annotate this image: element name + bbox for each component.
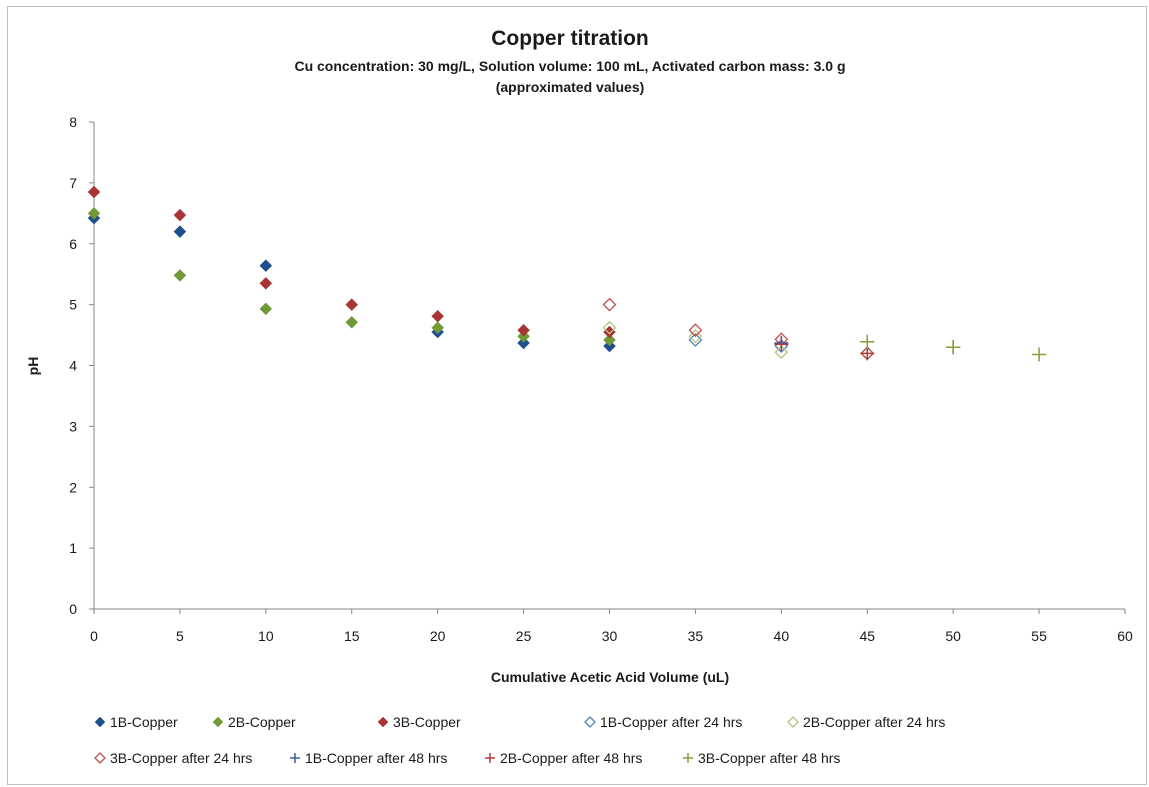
data-point: [602, 320, 617, 335]
x-tick-label: 30: [602, 628, 618, 644]
data-point: [345, 315, 359, 329]
data-point: [259, 302, 273, 316]
legend: 1B-Copper 2B-Copper 3B-Copper 1B-Copper aft…: [94, 714, 945, 766]
data-point: [431, 309, 445, 323]
legend-label: 3B-Copper: [393, 714, 461, 730]
y-tick-label: 5: [69, 297, 77, 313]
x-tick-label: 60: [1117, 628, 1133, 644]
data-point: [259, 276, 273, 290]
x-tick-label: 25: [516, 628, 532, 644]
data-point: [688, 323, 703, 338]
x-tick-label: 50: [945, 628, 961, 644]
data-point: [603, 325, 616, 339]
y-tick-label: 3: [69, 418, 77, 434]
chart-subtitle-line-1: Cu concentration: 30 mg/L, Solution volu…: [294, 58, 845, 74]
x-tick-label: 20: [430, 628, 446, 644]
x-tick-label: 55: [1031, 628, 1047, 644]
legend-marker: [485, 753, 495, 763]
y-tick-label: 2: [69, 479, 77, 495]
y-tick-label: 7: [69, 175, 77, 191]
y-tick-label: 1: [69, 540, 77, 556]
chart-frame: [7, 6, 1147, 785]
legend-label: 3B-Copper after 48 hrs: [698, 750, 840, 766]
data-point: [173, 208, 187, 222]
legend-marker: [290, 753, 300, 763]
legend-marker: [94, 752, 106, 764]
chart-title: Copper titration: [491, 27, 649, 50]
legend-label: 2B-Copper after 48 hrs: [500, 750, 642, 766]
data-point: [345, 298, 359, 311]
x-axis-label: Cumulative Acetic Acid Volume (uL): [491, 669, 729, 685]
data-points: [87, 185, 1047, 362]
data-point: [259, 259, 273, 273]
y-tick-label: 4: [69, 358, 77, 374]
legend-marker: [94, 716, 106, 728]
legend-marker: [212, 716, 224, 728]
x-tick-label: 45: [859, 628, 875, 644]
x-tick-label: 15: [344, 628, 360, 644]
data-point: [774, 337, 789, 352]
legend-label: 2B-Copper after 24 hrs: [803, 714, 945, 730]
x-tick-label: 40: [774, 628, 790, 644]
data-point: [517, 323, 530, 337]
data-point: [173, 225, 187, 238]
data-point: [173, 269, 187, 282]
data-point: [87, 185, 101, 199]
chart-subtitle-line-2: (approximated values): [496, 79, 645, 95]
data-point: [860, 334, 875, 349]
data-point: [602, 297, 617, 312]
data-point: [87, 206, 101, 220]
x-ticks: 0 5 10 15 20 25 30 35 40 45 50 55 60: [90, 609, 1133, 644]
legend-label: 1B-Copper after 24 hrs: [600, 714, 742, 730]
y-axis-label: pH: [25, 357, 41, 376]
x-tick-label: 0: [90, 628, 98, 644]
x-tick-label: 5: [176, 628, 184, 644]
data-point: [946, 340, 961, 355]
legend-marker: [377, 716, 389, 728]
x-tick-label: 10: [258, 628, 274, 644]
legend-label: 3B-Copper after 24 hrs: [110, 750, 252, 766]
y-tick-label: 8: [69, 114, 77, 130]
legend-label: 1B-Copper after 48 hrs: [305, 750, 447, 766]
legend-label: 2B-Copper: [228, 714, 296, 730]
legend-marker: [584, 716, 596, 728]
y-tick-label: 0: [69, 601, 77, 617]
data-point: [603, 333, 616, 347]
legend-marker: [683, 753, 693, 763]
data-point: [431, 321, 445, 335]
data-point: [774, 345, 789, 360]
data-point: [1032, 347, 1047, 362]
data-point: [688, 329, 703, 344]
legend-marker: [787, 716, 799, 728]
legend-label: 1B-Copper: [110, 714, 178, 730]
data-point: [517, 336, 530, 350]
y-tick-label: 6: [69, 236, 77, 252]
x-tick-label: 35: [688, 628, 704, 644]
y-ticks: 0 1 2 3 4 5 6 7 8: [69, 114, 94, 617]
